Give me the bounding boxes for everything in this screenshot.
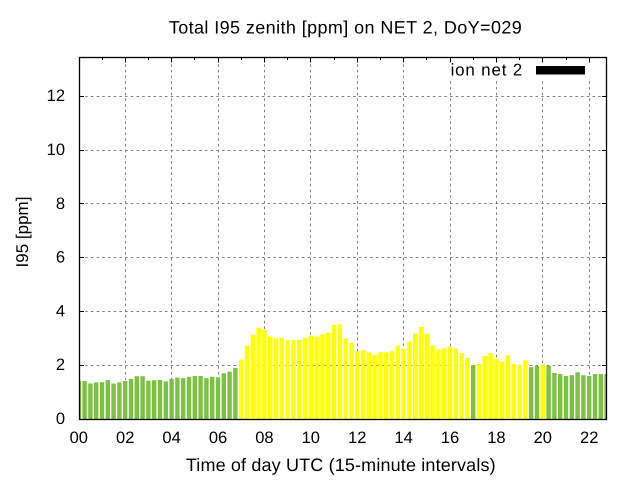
svg-text:06: 06 [209, 429, 227, 447]
svg-text:Time of day UTC (15-minute int: Time of day UTC (15-minute intervals) [186, 455, 496, 475]
svg-text:00: 00 [70, 429, 88, 447]
svg-text:08: 08 [255, 429, 273, 447]
svg-text:8: 8 [56, 195, 65, 213]
svg-text:2: 2 [56, 356, 65, 374]
svg-text:6: 6 [56, 249, 65, 267]
svg-text:10: 10 [302, 429, 320, 447]
svg-text:4: 4 [56, 302, 65, 320]
svg-text:ion net 2: ion net 2 [451, 61, 523, 80]
svg-text:12: 12 [47, 87, 65, 105]
svg-text:I95 [ppm]: I95 [ppm] [13, 197, 32, 268]
svg-text:12: 12 [348, 429, 366, 447]
svg-text:16: 16 [441, 429, 459, 447]
svg-text:18: 18 [487, 429, 505, 447]
svg-text:10: 10 [47, 141, 65, 159]
svg-text:04: 04 [162, 429, 180, 447]
svg-text:0: 0 [56, 410, 65, 428]
svg-text:02: 02 [116, 429, 134, 447]
svg-text:14: 14 [394, 429, 412, 447]
svg-text:20: 20 [534, 429, 552, 447]
svg-text:22: 22 [580, 429, 598, 447]
svg-text:Total I95 zenith [ppm] on NET: Total I95 zenith [ppm] on NET 2, DoY=029 [169, 18, 522, 38]
